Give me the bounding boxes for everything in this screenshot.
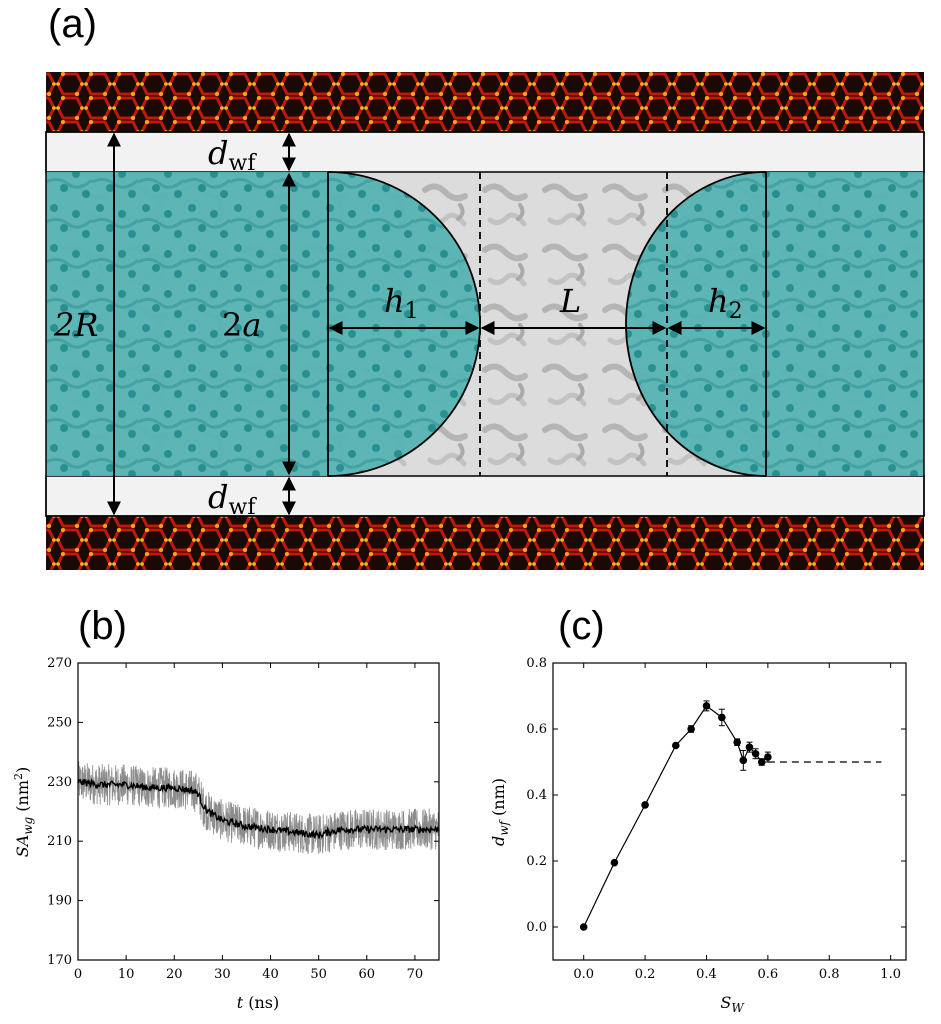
left-meniscus [327,171,481,477]
x-tick-label: 0 [74,967,82,982]
y-tick-label: 0.0 [526,920,547,935]
x-tick-label: 70 [407,967,424,982]
data-point [718,713,726,722]
data-point [579,923,588,931]
series-dwf-line [583,705,769,928]
x-tick-label: 1.0 [880,967,901,982]
x-tick-label: 20 [166,967,183,982]
x-tick-label: 0.4 [696,967,717,982]
bottom-wall [46,516,924,570]
x-tick-label: 50 [310,967,327,982]
chart-c-frame [552,662,907,961]
data-point [733,738,741,746]
data-point [687,725,695,733]
y-tick-label: 210 [47,834,72,849]
chart-b-ylabel: SAwg (nm2) [12,767,35,858]
panel-label-a: (a) [48,2,97,46]
bottom-water-film [45,475,925,517]
y-tick-label: 0.4 [526,788,547,803]
data-point [641,801,649,809]
data-point [757,758,766,766]
data-point [745,743,754,751]
y-tick-label: 190 [47,894,72,909]
data-point [739,756,748,765]
y-tick-label: 0.2 [526,854,547,869]
top-water-film [45,131,925,173]
label-dwf-top: dwf [208,134,257,176]
label-dwf-bottom: dwf [208,478,257,520]
schematic-panel-a: dwf dwf 2R 2a h1 L h2 [45,72,925,570]
x-tick-label: 30 [214,967,231,982]
label-h2: h2 [708,282,743,324]
y-tick-label: 270 [47,656,72,671]
channel-outline [45,131,925,517]
chart-b-xlabel: t (ns) [237,993,280,1012]
series-average-line [77,777,440,839]
y-tick-label: 0.6 [526,722,547,737]
panel-label-c: (c) [558,604,605,648]
y-tick-label: 170 [47,953,72,968]
chart-b-frame [77,662,440,961]
x-tick-label: 60 [359,967,376,982]
chart-c-xlabel: SW [720,993,745,1015]
x-tick-label: 0.6 [758,967,779,982]
y-tick-label: 0.8 [526,656,547,671]
chart-c: 0.0 0.2 0.4 0.6 0.8 1.0 0.0 0.2 0.4 0.6 0.8 SW dwf… [489,656,907,1015]
label-L: L [559,282,581,320]
data-point [610,858,619,867]
x-tick-label: 0.0 [573,967,594,982]
y-tick-label: 250 [47,715,72,730]
chart-c-ylabel: dwf (nm) [489,778,511,846]
data-point [702,702,711,710]
series-raw-line [77,761,440,855]
data-point [764,753,772,761]
x-tick-label: 10 [118,967,135,982]
right-water-slug [626,172,924,476]
panel-label-b: (b) [78,604,127,648]
x-tick-label: 0.2 [635,967,656,982]
label-h1: h1 [384,282,419,324]
label-2R: 2R [53,306,98,344]
left-water-slug [46,172,480,476]
data-point [671,741,680,750]
y-tick-label: 230 [47,775,72,790]
label-2a: 2a [222,306,261,344]
x-tick-label: 40 [262,967,279,982]
top-wall [46,72,924,132]
chart-b: 0 10 20 30 40 50 60 70 170 190 210 230 250 270 t (ns)… [12,656,440,1012]
data-point [751,749,760,758]
x-tick-label: 0.8 [819,967,840,982]
